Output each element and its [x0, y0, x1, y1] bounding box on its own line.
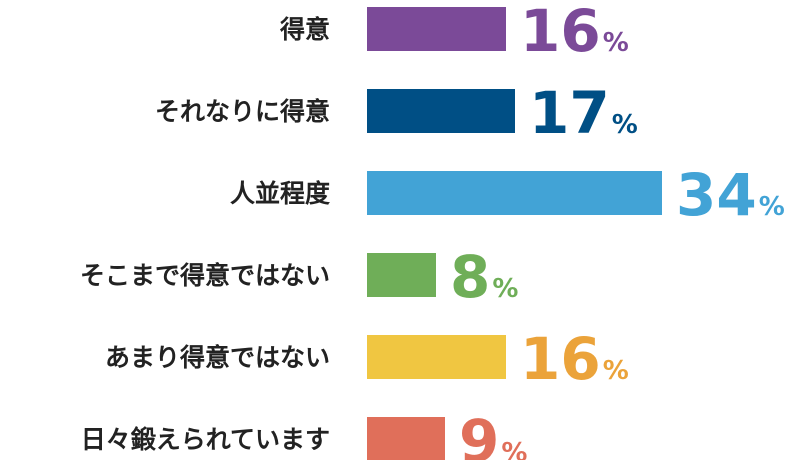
value-label: 34%	[676, 161, 785, 229]
value-unit: %	[492, 274, 518, 304]
category-label: そこまで得意ではない	[80, 261, 330, 290]
value-number: 16	[520, 0, 601, 65]
value-number: 17	[529, 79, 610, 147]
value-label: 16%	[520, 0, 629, 65]
category-label: 日々鍛えられています	[81, 425, 330, 454]
bar	[367, 171, 662, 215]
category-label: 得意	[279, 15, 330, 44]
bar	[367, 253, 436, 297]
chart-rows: 得意 16% それなりに得意 17% 人並程度 34% そこまで得意ではない 8% あまり得意で…	[80, 0, 785, 460]
bar	[367, 7, 506, 51]
bar	[367, 89, 515, 133]
value-label: 9%	[459, 407, 527, 460]
value-unit: %	[603, 28, 629, 58]
value-number: 16	[520, 325, 601, 393]
value-unit: %	[759, 192, 785, 222]
value-unit: %	[501, 438, 527, 460]
value-label: 16%	[520, 325, 629, 393]
bar	[367, 335, 506, 379]
value-unit: %	[603, 356, 629, 386]
value-number: 34	[676, 161, 757, 229]
bar	[367, 417, 445, 460]
value-number: 8	[450, 243, 490, 311]
category-label: それなりに得意	[155, 97, 330, 126]
value-label: 17%	[529, 79, 638, 147]
value-number: 9	[459, 407, 499, 460]
value-unit: %	[612, 110, 638, 140]
category-label: 人並程度	[230, 179, 330, 208]
value-label: 8%	[450, 243, 518, 311]
category-label: あまり得意ではない	[105, 343, 330, 372]
